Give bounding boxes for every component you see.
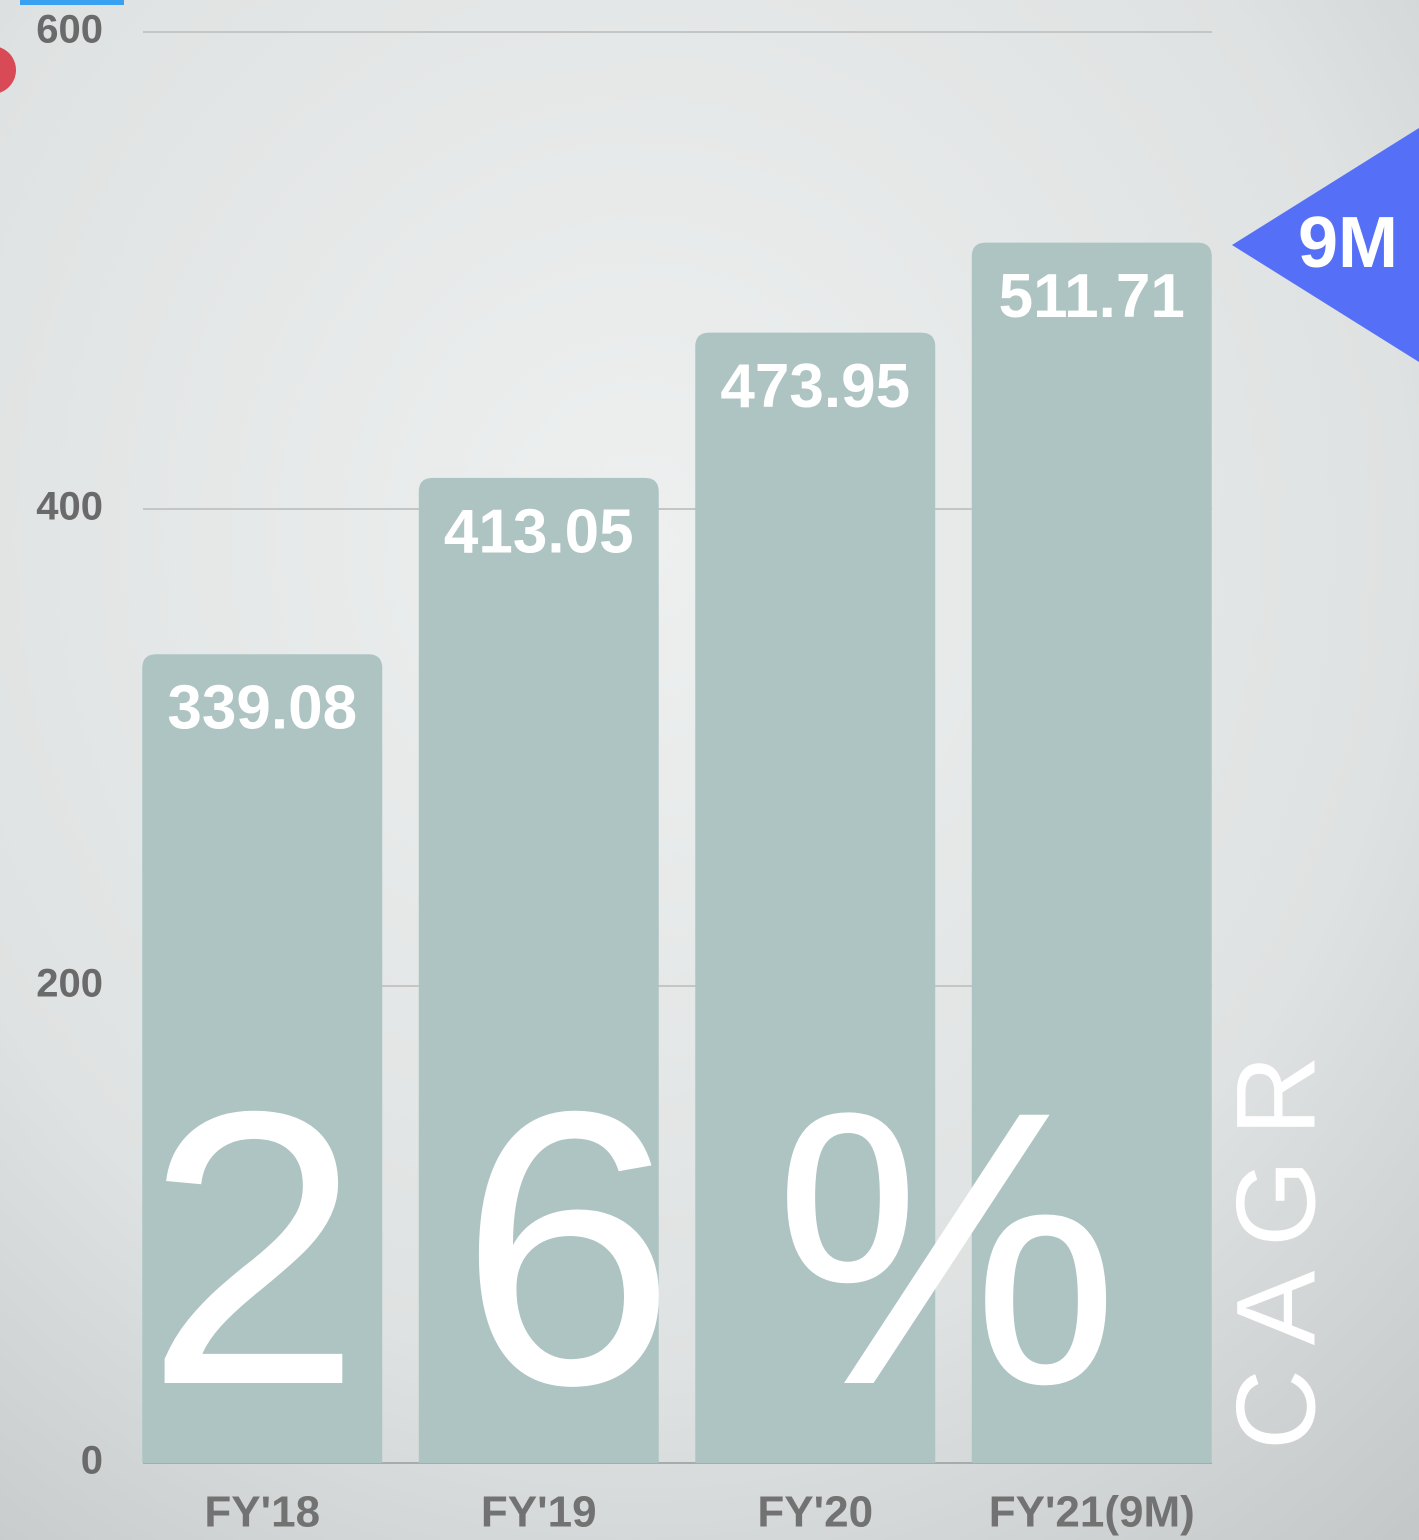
x-tick-label: FY'19 [481,1488,597,1537]
y-tick-label: 400 [36,485,103,529]
data-label: 511.71 [999,262,1185,331]
data-label: 473.95 [720,352,910,421]
cagr-value: 26% [145,1030,1120,1466]
data-label: 413.05 [444,497,634,566]
x-tick-label: FY'21(9M) [989,1488,1195,1537]
top-accent [20,0,124,5]
badge-label: 9M [1298,203,1398,283]
y-tick-label: 200 [36,962,103,1006]
y-tick-label: 0 [81,1439,103,1483]
y-tick-label: 600 [36,8,103,52]
x-tick-label: FY'18 [204,1488,320,1537]
data-label: 339.08 [167,674,357,743]
x-tick-label: FY'20 [757,1488,873,1537]
chart: 0 200 400 600 FY'18 FY'19 FY'20 FY'21(9M) 339.0… [0,0,1419,1540]
